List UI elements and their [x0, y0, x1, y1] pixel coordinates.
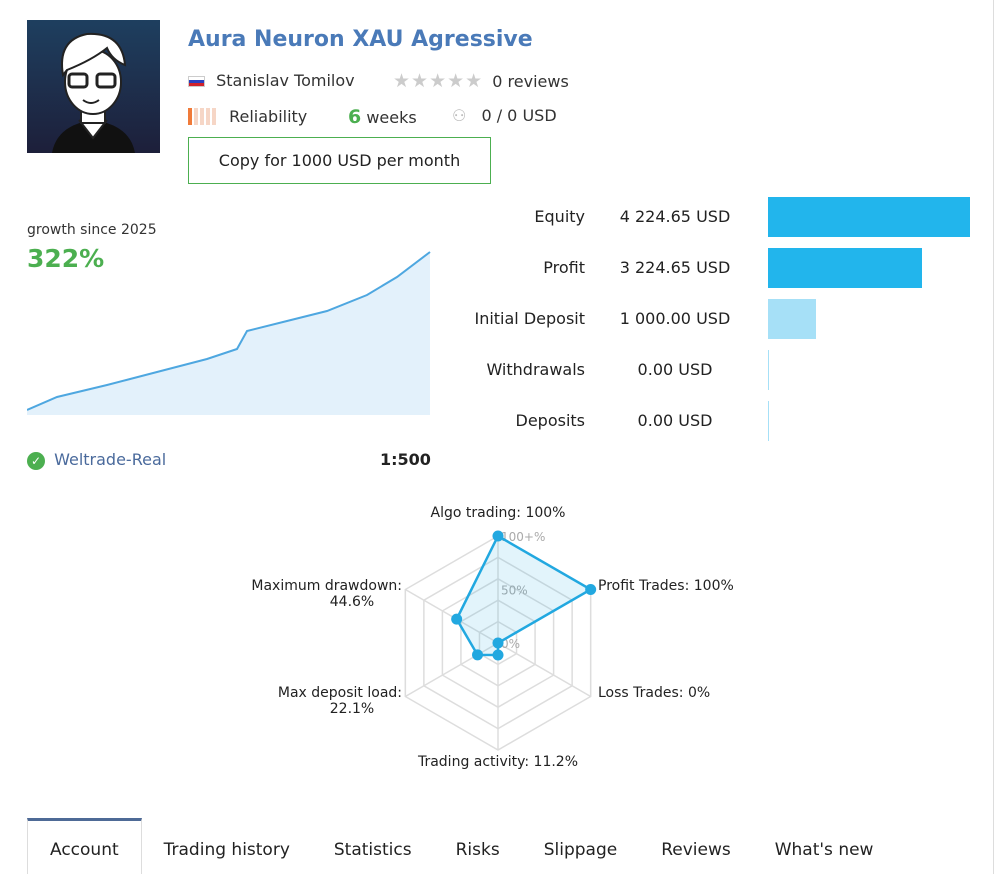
signal-title[interactable]: Aura Neuron XAU Agressive — [188, 27, 533, 52]
tab-reviews[interactable]: Reviews — [661, 840, 731, 860]
weeks-number: 6 — [348, 106, 362, 128]
radar-axis-label: Loss Trades: — [598, 685, 684, 701]
radar-chart: 0% 50% 100+% — [404, 530, 597, 751]
balance-bar — [768, 299, 816, 339]
radar-series — [455, 534, 594, 657]
radar-axis-label: Max deposit load: — [277, 685, 402, 701]
radar-label: Loss Trades: 0% — [598, 685, 710, 701]
copy-button[interactable]: Copy for 1000 USD per month — [188, 137, 491, 184]
balance-value: 0.00 USD — [637, 411, 713, 430]
balance-label: Deposits — [515, 411, 586, 430]
balance-bar — [768, 197, 970, 237]
tab-bar: Account Trading history Statistics Risks Sli… — [27, 818, 895, 874]
balance-value: 3 224.65 USD — [619, 258, 731, 277]
weeks-label: weeks — [366, 108, 417, 127]
radar-axis-value: 100% — [525, 505, 566, 521]
tab-account[interactable]: Account — [27, 818, 142, 874]
balance-label: Withdrawals — [486, 360, 585, 379]
reviews-count[interactable]: 0 reviews — [492, 72, 569, 91]
balance-bar — [768, 401, 769, 441]
radar-spoke — [404, 588, 499, 644]
balance-value: 1 000.00 USD — [619, 309, 731, 328]
balance-bar — [768, 248, 923, 288]
radar-axis-label: Maximum drawdown: — [251, 578, 402, 594]
radar-point[interactable] — [585, 584, 597, 595]
subscribers-value: 0 / 0 USD — [481, 106, 557, 125]
growth-label: growth since 2025 — [27, 222, 157, 238]
right-border — [993, 0, 994, 874]
growth-area — [27, 252, 430, 415]
tab-risks[interactable]: Risks — [455, 840, 500, 860]
verified-check-icon: ✓ — [27, 451, 45, 470]
growth-line — [27, 251, 431, 411]
radar-tick-label: 100+% — [501, 530, 545, 544]
radar-tick-label: 0% — [501, 637, 520, 651]
radar-spoke — [497, 642, 592, 698]
radar-axis-value: 22.1% — [329, 701, 375, 717]
radar-axis-value: 44.6% — [329, 594, 375, 610]
balance-value: 4 224.65 USD — [619, 207, 731, 226]
balance-label: Initial Deposit — [474, 309, 585, 328]
tab-statistics[interactable]: Statistics — [333, 840, 412, 860]
radar-point[interactable] — [492, 637, 504, 649]
tab-trading-history[interactable]: Trading history — [163, 840, 290, 860]
broker-name[interactable]: Weltrade-Real — [54, 450, 167, 469]
star-rating-icon: ★★★★★ — [393, 70, 484, 92]
radar-point[interactable] — [492, 530, 504, 542]
avatar — [27, 20, 160, 153]
radar-axis-label: Profit Trades: — [598, 578, 690, 594]
author-name[interactable]: Stanislav Tomilov — [216, 71, 355, 90]
reliability: Reliability — [188, 106, 309, 126]
radar-label: Max deposit load: 22.1% — [202, 685, 402, 717]
radar-axis-value: 100% — [693, 578, 734, 594]
radar-point[interactable] — [451, 613, 463, 625]
balance-bar — [768, 350, 769, 390]
radar-axis-label: Algo trading: — [430, 505, 521, 521]
author-row: Stanislav Tomilov — [188, 71, 355, 90]
tab-slippage[interactable]: Slippage — [543, 840, 618, 860]
weeks: 6 weeks — [348, 106, 417, 128]
leverage: 1:500 — [380, 450, 431, 469]
subscribers: ⚇ 0 / 0 USD — [452, 106, 557, 125]
reliability-label: Reliability — [229, 107, 308, 126]
subscribers-icon: ⚇ — [452, 106, 467, 125]
radar-spoke — [404, 642, 499, 698]
radar-axis-value: 11.2% — [533, 754, 579, 770]
balance-label: Profit — [543, 258, 585, 277]
radar-label: Trading activity: 11.2% — [348, 754, 648, 770]
balance-value: 0.00 USD — [637, 360, 713, 379]
radar-label: Algo trading: 100% — [348, 505, 648, 521]
growth-chart — [27, 251, 431, 415]
rating: ★★★★★ 0 reviews — [393, 70, 569, 92]
tab-what-s-new[interactable]: What's new — [774, 840, 874, 860]
radar-label: Profit Trades: 100% — [598, 578, 734, 594]
radar-label: Maximum drawdown: 44.6% — [202, 578, 402, 610]
russia-flag-icon — [188, 76, 205, 87]
broker[interactable]: ✓ Weltrade-Real — [27, 450, 166, 470]
radar-tick-label: 50% — [501, 584, 528, 598]
radar-axis-value: 0% — [687, 685, 711, 701]
growth-value: 322% — [27, 244, 105, 273]
radar-point[interactable] — [492, 649, 504, 661]
radar-point[interactable] — [472, 649, 484, 661]
balance-label: Equity — [534, 207, 585, 226]
radar-axis-label: Trading activity: — [417, 754, 530, 770]
